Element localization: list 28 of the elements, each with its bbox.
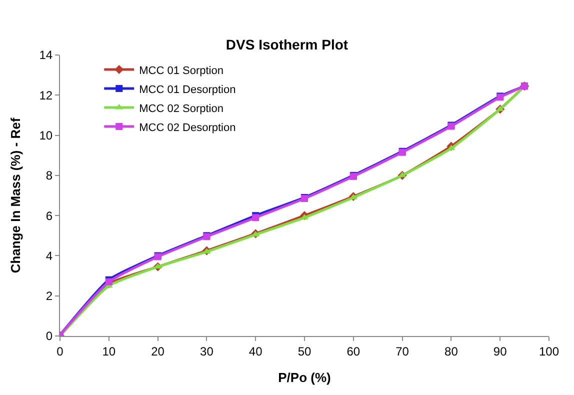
- x-tick-label: 100: [538, 344, 560, 358]
- y-tick-label: 4: [46, 248, 53, 263]
- y-tick-label: 6: [46, 208, 53, 223]
- y-tick-label: 2: [46, 289, 53, 304]
- x-tick-label: 10: [102, 344, 116, 358]
- x-tick-label: 0: [56, 344, 64, 358]
- y-tick-label: 12: [39, 88, 53, 102]
- y-tick-label: 0: [46, 329, 53, 344]
- y-tick-label: 8: [46, 168, 53, 183]
- legend-label: MCC 01 Desorption: [139, 84, 236, 96]
- x-tick-label: 50: [298, 344, 312, 358]
- legend-label: MCC 02 Desorption: [139, 122, 236, 134]
- x-axis-title: P/Po (%): [278, 370, 331, 385]
- x-tick-label: 30: [200, 344, 214, 358]
- point: [447, 144, 456, 150]
- y-axis-title: Change In Mass (%) - Ref: [8, 117, 24, 274]
- legend-label: MCC 01 Sorption: [139, 64, 224, 77]
- x-tick-label: 90: [493, 344, 508, 358]
- x-tick-label: 60: [346, 344, 360, 358]
- x-tick-label: 40: [248, 344, 263, 358]
- y-tick-label: 14: [39, 48, 53, 62]
- chart-title: DVS Isotherm Plot: [226, 36, 348, 52]
- y-tick-label: 10: [39, 128, 53, 142]
- x-tick-label: 20: [151, 344, 165, 358]
- point: [398, 172, 406, 178]
- x-tick-label: 80: [444, 344, 458, 358]
- x-tick-label: 70: [396, 344, 410, 358]
- legend-label: MCC 02 Sorption: [139, 102, 224, 115]
